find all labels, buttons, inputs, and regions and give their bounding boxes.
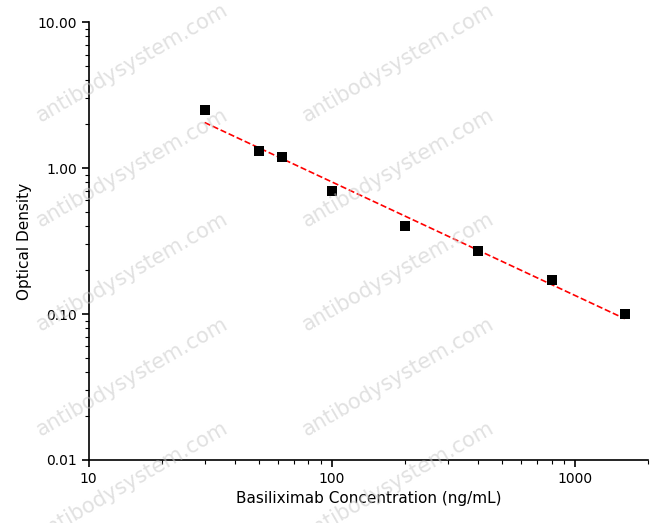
- Text: antibodysystem.com: antibodysystem.com: [33, 313, 232, 440]
- Text: antibodysystem.com: antibodysystem.com: [299, 104, 498, 231]
- Text: antibodysystem.com: antibodysystem.com: [33, 104, 232, 231]
- Point: [546, 276, 557, 285]
- Point: [200, 106, 210, 114]
- Text: antibodysystem.com: antibodysystem.com: [299, 0, 498, 126]
- Text: antibodysystem.com: antibodysystem.com: [299, 418, 498, 523]
- X-axis label: Basiliximab Concentration (ng/mL): Basiliximab Concentration (ng/mL): [235, 491, 501, 506]
- Point: [327, 187, 337, 195]
- Y-axis label: Optical Density: Optical Density: [17, 183, 32, 300]
- Text: antibodysystem.com: antibodysystem.com: [299, 313, 498, 440]
- Point: [473, 247, 483, 255]
- Text: antibodysystem.com: antibodysystem.com: [299, 209, 498, 335]
- Point: [400, 222, 410, 230]
- Point: [277, 152, 287, 161]
- Point: [253, 147, 264, 156]
- Text: antibodysystem.com: antibodysystem.com: [33, 0, 232, 126]
- Text: antibodysystem.com: antibodysystem.com: [33, 418, 232, 523]
- Text: antibodysystem.com: antibodysystem.com: [33, 209, 232, 335]
- Point: [619, 310, 630, 318]
